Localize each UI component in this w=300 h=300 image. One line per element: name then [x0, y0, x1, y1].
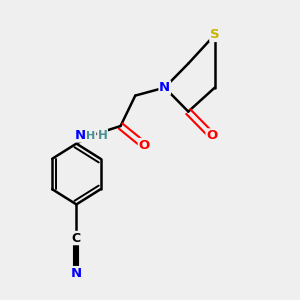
Text: O: O	[139, 139, 150, 152]
Text: S: S	[210, 28, 220, 41]
Text: H: H	[86, 130, 96, 141]
Text: O: O	[206, 129, 218, 142]
Text: H: H	[98, 129, 107, 142]
Text: N: N	[71, 267, 82, 280]
Text: N: N	[159, 81, 170, 94]
Text: C: C	[72, 232, 81, 244]
Text: N: N	[75, 129, 86, 142]
